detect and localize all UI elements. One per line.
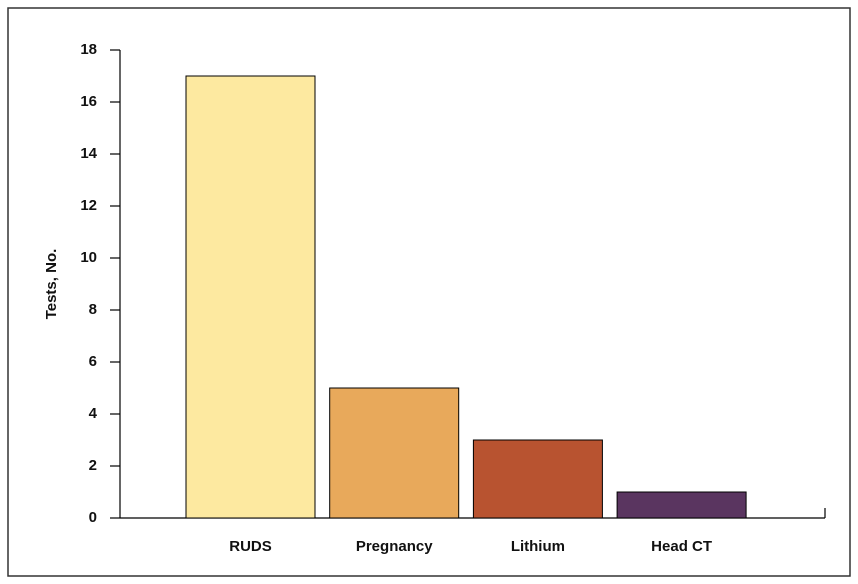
bar <box>616 491 747 519</box>
y-tick-label: 8 <box>89 301 97 318</box>
bar <box>329 387 460 519</box>
x-tick-label: Lithium <box>511 538 565 555</box>
y-axis-label: Tests, No. <box>43 249 60 320</box>
y-tick-label: 4 <box>89 405 98 422</box>
y-tick-label: 0 <box>89 509 97 526</box>
y-tick-label: 2 <box>89 457 97 474</box>
y-tick-label: 16 <box>80 93 97 110</box>
y-tick-label: 10 <box>80 249 97 266</box>
y-tick-label: 12 <box>80 197 97 214</box>
y-tick-label: 18 <box>80 41 97 58</box>
bar <box>185 75 316 519</box>
x-tick-label: RUDS <box>229 538 272 555</box>
x-tick-label: Head CT <box>651 538 712 555</box>
y-tick-label: 14 <box>80 145 97 162</box>
bar <box>472 439 603 519</box>
y-tick-label: 6 <box>89 353 97 370</box>
x-tick-label: Pregnancy <box>356 538 433 555</box>
